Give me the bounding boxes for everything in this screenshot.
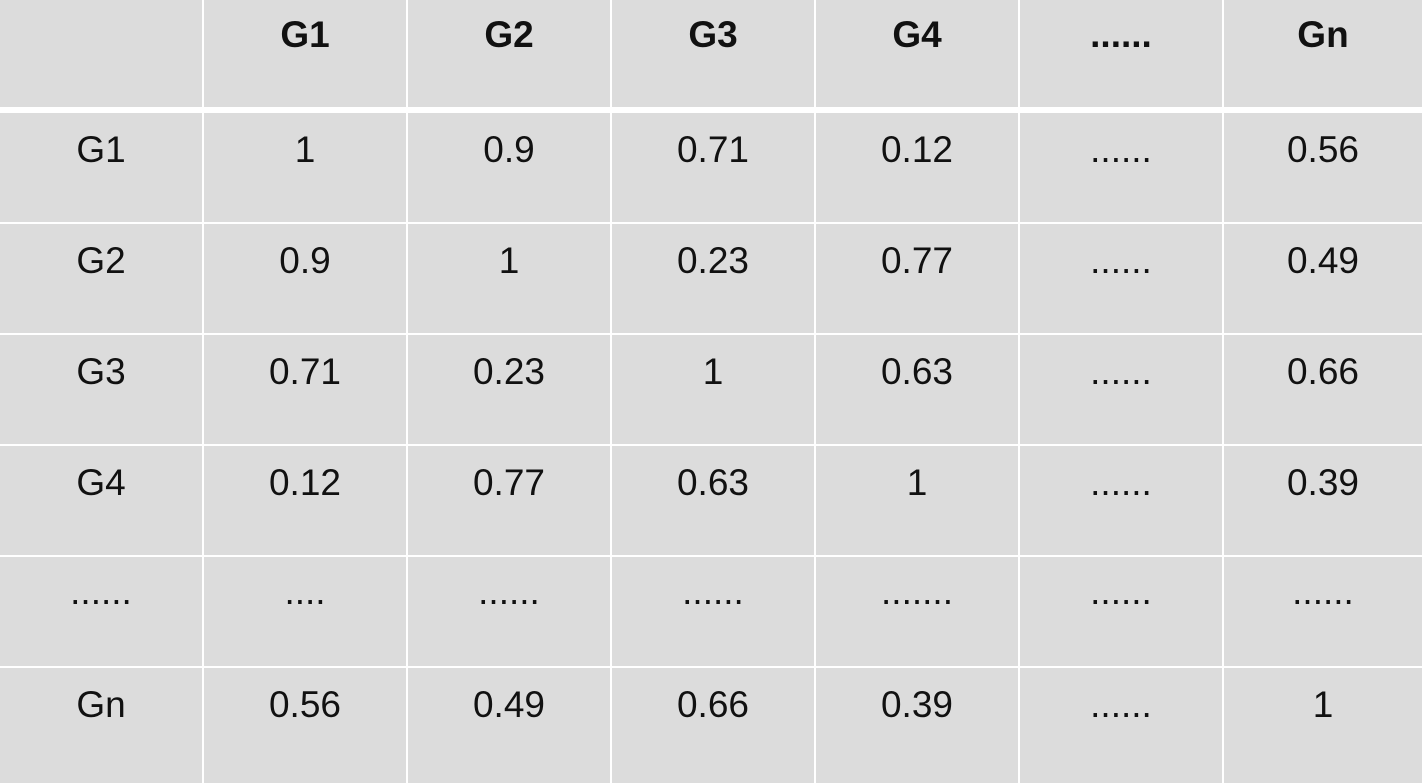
table-cell: ...... [1020, 668, 1224, 783]
table-cell: 1 [816, 446, 1020, 557]
row-header-ellipsis: ...... [0, 557, 204, 668]
row-header-gn: Gn [0, 668, 204, 783]
table-cell: 0.9 [204, 224, 408, 335]
table-cell: 0.77 [816, 224, 1020, 335]
table-cell: 0.49 [1224, 224, 1422, 335]
table-cell: ...... [1020, 335, 1224, 446]
table-cell: 0.12 [204, 446, 408, 557]
table-cell: 0.66 [1224, 335, 1422, 446]
table-cell: 0.71 [612, 113, 816, 224]
table-cell: 1 [612, 335, 816, 446]
corner-cell [0, 0, 204, 113]
table-cell: 0.63 [612, 446, 816, 557]
row-header-g2: G2 [0, 224, 204, 335]
column-header-ellipsis: ...... [1020, 0, 1224, 113]
table-cell: 0.49 [408, 668, 612, 783]
table-cell: .... [204, 557, 408, 668]
table-cell: 0.56 [1224, 113, 1422, 224]
table-cell: ...... [1020, 224, 1224, 335]
table-cell: 0.77 [408, 446, 612, 557]
column-header-g4: G4 [816, 0, 1020, 113]
row-header-g3: G3 [0, 335, 204, 446]
table-cell: 0.56 [204, 668, 408, 783]
table-cell: 0.23 [408, 335, 612, 446]
column-header-g2: G2 [408, 0, 612, 113]
row-header-g1: G1 [0, 113, 204, 224]
table-cell: 0.9 [408, 113, 612, 224]
column-header-g1: G1 [204, 0, 408, 113]
row-header-g4: G4 [0, 446, 204, 557]
column-header-gn: Gn [1224, 0, 1422, 113]
table-cell: 0.63 [816, 335, 1020, 446]
table-cell: 0.66 [612, 668, 816, 783]
table-cell: ....... [816, 557, 1020, 668]
table-cell: ...... [1020, 113, 1224, 224]
table-cell: 0.12 [816, 113, 1020, 224]
table-cell: ...... [1224, 557, 1422, 668]
column-header-g3: G3 [612, 0, 816, 113]
table-cell: 1 [204, 113, 408, 224]
table-cell: 0.39 [816, 668, 1020, 783]
table-cell: ...... [1020, 557, 1224, 668]
table-cell: 1 [1224, 668, 1422, 783]
table-cell: ...... [408, 557, 612, 668]
table-cell: 0.39 [1224, 446, 1422, 557]
table-cell: ...... [612, 557, 816, 668]
table-cell: 1 [408, 224, 612, 335]
table-cell: ...... [1020, 446, 1224, 557]
table-cell: 0.71 [204, 335, 408, 446]
table-cell: 0.23 [612, 224, 816, 335]
